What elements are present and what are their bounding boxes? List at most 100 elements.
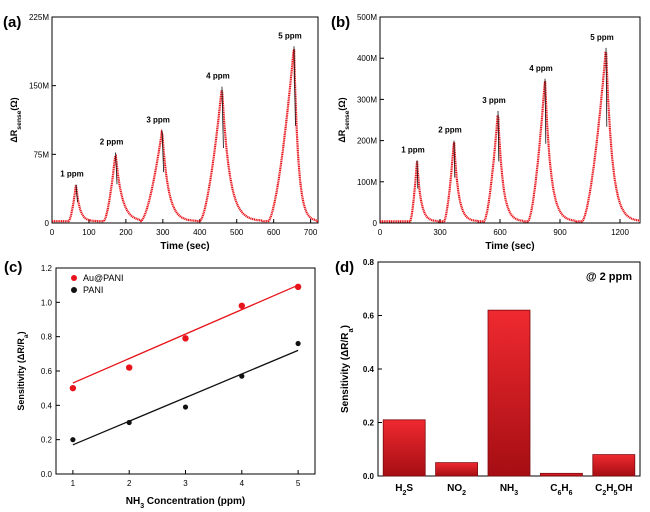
x-tick-label: 0 <box>378 228 383 237</box>
y-tick-label: 0 <box>373 219 378 228</box>
y-tick-label: 75M <box>33 150 49 159</box>
x-tick-label: 1 <box>71 479 76 488</box>
legend-marker <box>71 275 77 281</box>
peak-label: 1 ppm <box>401 145 425 154</box>
y-tick-label: 0.2 <box>41 436 53 445</box>
y-tick-label: 0.6 <box>41 367 53 376</box>
x-tick-label: H2S <box>395 483 413 497</box>
fit-line-pani <box>72 349 299 446</box>
x-tick-label: 2 <box>127 479 132 488</box>
y-tick-label: 225M <box>29 13 49 22</box>
x-tick-label: 100 <box>82 228 96 237</box>
x-tick-label: 600 <box>493 228 507 237</box>
panel-label: (d) <box>335 259 354 276</box>
data-point <box>182 404 189 410</box>
bar <box>592 454 636 477</box>
y-tick-label: 0.6 <box>363 312 375 321</box>
recovery-line <box>544 78 547 144</box>
x-tick-label: 5 <box>296 479 301 488</box>
y-tick-label: 0.0 <box>41 470 53 479</box>
x-tick-label: C6H6 <box>550 483 572 497</box>
legend-label: Au@PANI <box>83 273 123 283</box>
y-tick-label: 500M <box>357 13 377 22</box>
y-axis-label: ΔRsense(Ω) <box>337 97 351 142</box>
x-tick-label: 300 <box>156 228 170 237</box>
peak-label: 3 ppm <box>146 116 170 125</box>
peak-label: 5 ppm <box>278 31 302 40</box>
x-tick-label: 300 <box>433 228 447 237</box>
bar <box>540 472 583 477</box>
fit-line-aupani <box>72 284 299 384</box>
plot-frame <box>51 16 319 224</box>
x-tick-label: 200 <box>119 228 133 237</box>
recovery-line <box>161 130 164 173</box>
x-tick-label: NH3 <box>500 483 518 497</box>
recovery-line <box>293 46 296 126</box>
peak-label: 2 ppm <box>438 126 462 135</box>
data-point <box>295 340 301 347</box>
x-tick-label: 700 <box>304 228 318 237</box>
panel-b-line-chart: 0 300 600 900 1200 0 100M 200M 300M 400M 500M 1 ppm… <box>331 13 641 252</box>
y-tick-label: 0.4 <box>41 401 53 410</box>
y-axis-label: ΔRsense(Ω) <box>9 97 23 142</box>
y-tick-label: 200M <box>357 137 377 146</box>
recovery-line <box>221 86 224 148</box>
y-tick-label: 150M <box>29 82 49 91</box>
peak-label: 3 ppm <box>482 96 506 105</box>
panel-c-scatter-chart: 1 2 3 4 5 0.0 0.2 0.4 0.6 0.8 1.0 1.2 Au@PANI PANI NH3… <box>4 259 316 510</box>
recovery-line <box>497 110 500 162</box>
response-curve <box>380 51 640 223</box>
x-tick-label: 500 <box>230 228 244 237</box>
y-tick-label: 0.8 <box>41 333 53 342</box>
data-point <box>125 364 133 371</box>
plot-frame <box>379 16 641 224</box>
panel-d-bar-chart: 0.0 0.2 0.4 0.6 0.8 H2S NO2 NH3 C6H6 C2H5OH @ 2 pp… <box>335 258 641 497</box>
peak-label: 4 ppm <box>206 72 230 81</box>
legend-label: PANI <box>83 285 103 295</box>
panel-a-line-chart: 0 100 200 300 400 500 600 700 0 75M 150M 225M 1 ppm 2… <box>3 13 319 252</box>
y-tick-label: 300M <box>357 95 377 104</box>
x-axis-label: Time (sec) <box>485 241 534 252</box>
x-tick-label: 600 <box>267 228 281 237</box>
x-tick-label: C2H5OH <box>595 483 632 497</box>
y-axis-label: Sensitivity (ΔR/Ra) <box>340 325 355 413</box>
x-tick-label: NO2 <box>447 483 466 497</box>
x-axis-label: NH3 Concentration (ppm) <box>126 496 245 510</box>
x-tick-label: 3 <box>183 479 188 488</box>
y-axis-label: Sensitivity (ΔR/Ra) <box>16 331 30 410</box>
peak-label: 2 ppm <box>100 138 124 147</box>
data-point <box>238 302 246 309</box>
y-tick-label: 1.0 <box>41 298 53 307</box>
recovery-line <box>115 152 118 185</box>
plot-frame <box>55 267 316 475</box>
response-curve <box>52 49 319 223</box>
panel-label: (c) <box>4 259 22 276</box>
bar <box>435 462 479 477</box>
data-point <box>294 283 302 291</box>
recovery-line <box>75 184 78 202</box>
legend-marker <box>71 287 77 293</box>
y-tick-label: 0.8 <box>363 258 375 267</box>
x-tick-label: 400 <box>193 228 207 237</box>
recovery-line <box>416 160 419 189</box>
recovery-line <box>605 47 608 127</box>
x-tick-label: 4 <box>240 479 245 488</box>
x-tick-label: 900 <box>553 228 567 237</box>
panel-label: (a) <box>3 14 21 31</box>
data-point <box>182 335 189 342</box>
annotation: @ 2 ppm <box>586 271 632 283</box>
peak-label: 5 ppm <box>590 33 614 42</box>
peak-label: 1 ppm <box>60 170 84 179</box>
x-tick-label: 1200 <box>611 228 629 237</box>
y-tick-label: 0.2 <box>363 419 375 428</box>
recovery-line <box>453 140 456 178</box>
y-tick-label: 0.4 <box>363 365 375 374</box>
panel-label: (b) <box>331 14 350 31</box>
y-tick-label: 0 <box>45 219 50 228</box>
bar <box>487 309 531 477</box>
data-point <box>69 384 77 392</box>
y-tick-label: 1.2 <box>41 264 53 273</box>
peak-label: 4 ppm <box>529 64 553 73</box>
y-tick-label: 100M <box>357 178 377 187</box>
